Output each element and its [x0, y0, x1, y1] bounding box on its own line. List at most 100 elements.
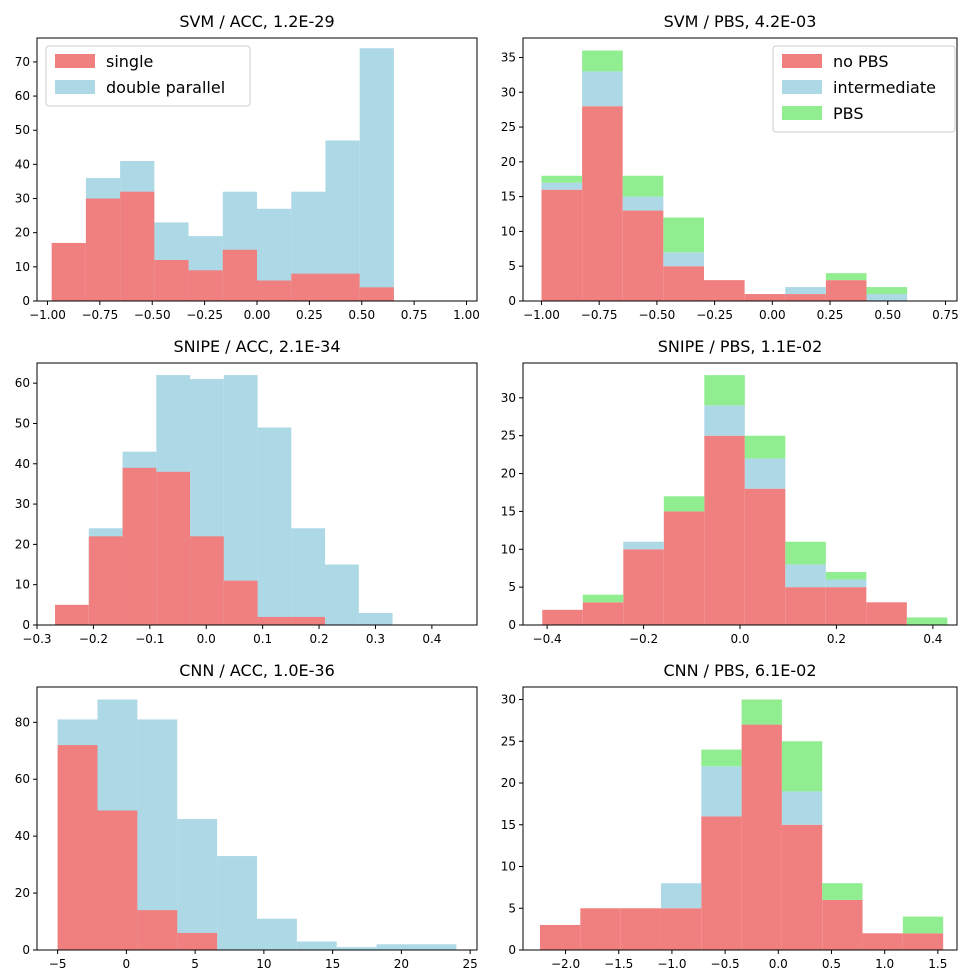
x-tick-label: −1.00: [523, 308, 560, 322]
chart-panel-3: SNIPE / ACC, 2.1E-34−0.3 −0.2 −0.1 0.0 0.1 0.…: [15, 337, 477, 646]
legend-label: no PBS: [833, 52, 889, 71]
bar-no-pbs: [701, 816, 741, 950]
y-tick-label: 40: [15, 457, 30, 471]
bar-intermediate: [782, 791, 822, 824]
legend-swatch: [55, 80, 95, 94]
y-tick-label: 0: [22, 294, 30, 308]
y-tick-label: 5: [508, 580, 516, 594]
bar-intermediate: [541, 183, 582, 190]
bar-no-pbs: [903, 933, 943, 950]
bar-single: [154, 260, 188, 301]
bar-no-pbs: [826, 280, 867, 301]
chart-title: SNIPE / PBS, 1.1E-02: [658, 337, 823, 356]
y-tick-label: 10: [501, 224, 516, 238]
bar-no-pbs: [582, 106, 623, 301]
bar-no-pbs: [826, 587, 867, 625]
bar-no-pbs: [541, 190, 582, 301]
x-tick-label: 0.0: [197, 632, 216, 646]
y-tick-label: 15: [501, 818, 516, 832]
x-tick-label: 0.25: [817, 308, 844, 322]
bar-single: [98, 811, 138, 950]
x-tick-label: −5: [49, 957, 67, 971]
x-tick-label: −1.0: [657, 957, 686, 971]
bar-single: [156, 472, 190, 625]
y-tick-label: 10: [501, 542, 516, 556]
bar-pbs: [663, 218, 704, 253]
bar-no-pbs: [822, 900, 862, 950]
bar-single: [223, 250, 257, 301]
x-tick-label: −0.50: [639, 308, 676, 322]
chart-panel-4: SNIPE / PBS, 1.1E-02−0.4 −0.2 0.0 0.2 0.4051…: [501, 337, 957, 646]
x-tick-label: −0.2: [629, 632, 658, 646]
y-tick-label: 30: [15, 192, 30, 206]
bar-no-pbs: [542, 610, 583, 625]
x-tick-label: 0.25: [296, 308, 323, 322]
bar-intermediate: [623, 197, 664, 211]
y-tick-label: 40: [15, 829, 30, 843]
bar-double-parallel: [359, 613, 393, 625]
y-tick-label: 5: [508, 259, 516, 273]
y-tick-label: 30: [501, 693, 516, 707]
bar-pbs: [742, 700, 782, 725]
legend-swatch: [782, 80, 822, 94]
x-tick-label: −0.3: [22, 632, 51, 646]
y-tick-label: 5: [508, 901, 516, 915]
bar-pbs: [826, 273, 867, 280]
bar-single: [120, 192, 154, 301]
bar-single: [325, 274, 359, 301]
y-tick-label: 80: [15, 715, 30, 729]
x-tick-label: 0.50: [874, 308, 901, 322]
y-tick-label: 0: [508, 618, 516, 632]
y-tick-label: 60: [15, 772, 30, 786]
bar-single: [86, 199, 120, 301]
x-tick-label: 20: [394, 957, 409, 971]
x-tick-label: 0.3: [366, 632, 385, 646]
y-tick-label: 50: [15, 416, 30, 430]
y-tick-label: 20: [15, 886, 30, 900]
legend-label: single: [106, 52, 153, 71]
bar-single: [177, 933, 217, 950]
x-tick-label: 0.2: [827, 632, 846, 646]
y-tick-label: 30: [501, 391, 516, 405]
y-tick-label: 30: [501, 85, 516, 99]
bar-no-pbs: [704, 436, 745, 625]
x-tick-label: −0.5: [711, 957, 740, 971]
legend: no PBSintermediatePBS: [773, 46, 955, 132]
bar-pbs: [701, 750, 741, 767]
x-tick-label: 0.4: [422, 632, 441, 646]
x-tick-label: 0.2: [310, 632, 329, 646]
x-tick-label: 5: [191, 957, 199, 971]
bar-no-pbs: [621, 908, 661, 950]
bar-pbs: [907, 617, 948, 625]
chart-title: CNN / PBS, 6.1E-02: [663, 661, 816, 680]
bar-double-parallel: [177, 819, 217, 950]
bar-single: [52, 243, 86, 301]
y-tick-label: 0: [508, 294, 516, 308]
y-tick-label: 20: [15, 537, 30, 551]
legend-swatch: [55, 54, 95, 68]
bar-double-parallel: [360, 48, 394, 301]
chart-title: SVM / PBS, 4.2E-03: [664, 12, 817, 31]
y-tick-label: 30: [15, 497, 30, 511]
legend: single double parallel: [46, 46, 250, 106]
bar-double-parallel: [377, 944, 417, 950]
bar-single: [291, 274, 325, 301]
x-tick-label: −2.0: [551, 957, 580, 971]
bar-pbs: [782, 741, 822, 791]
bar-no-pbs: [583, 602, 624, 625]
y-tick-label: 35: [501, 50, 516, 64]
bar-pbs: [867, 287, 908, 294]
x-tick-label: 0: [123, 957, 131, 971]
bar-double-parallel: [257, 919, 297, 950]
bar-double-parallel: [258, 427, 292, 625]
y-tick-label: 40: [15, 157, 30, 171]
y-tick-label: 60: [15, 376, 30, 390]
y-tick-label: 10: [15, 260, 30, 274]
bar-pbs: [541, 176, 582, 183]
bar-no-pbs: [866, 602, 907, 625]
bar-pbs: [785, 542, 826, 565]
x-tick-label: 15: [325, 957, 340, 971]
x-tick-label: 0.0: [730, 632, 749, 646]
bar-double-parallel: [217, 856, 257, 950]
